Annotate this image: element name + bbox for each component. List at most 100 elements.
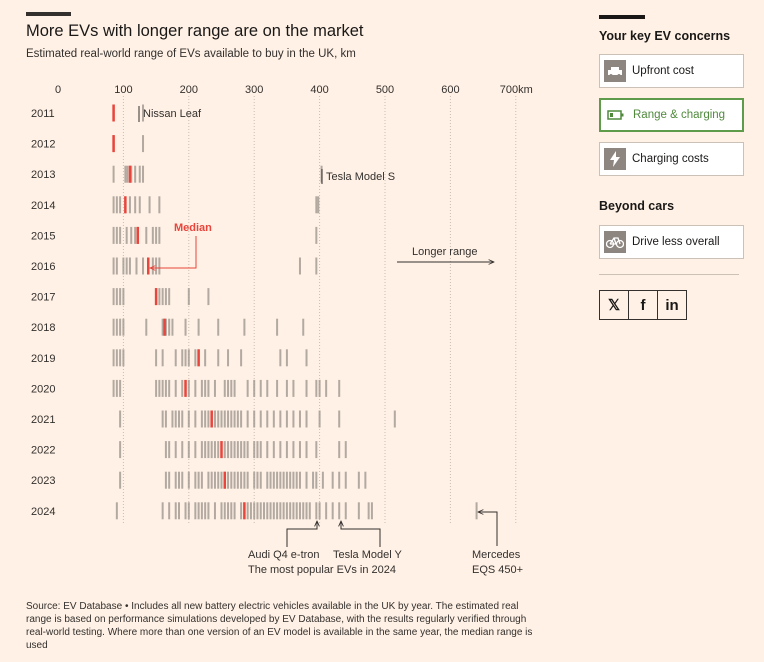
ev-range-mark (187, 288, 190, 306)
ev-range-mark (266, 379, 269, 397)
ev-range-mark (142, 135, 145, 153)
range-strip-chart: 0 100 200 300 400 500 600 700km 2011 2012 2013 2014… (31, 84, 533, 576)
ev-range-mark (184, 318, 187, 336)
ev-range-mark (285, 410, 288, 428)
ev-range-mark (230, 410, 233, 428)
ev-range-mark (292, 410, 295, 428)
ev-range-mark (112, 288, 115, 306)
ev-range-mark (279, 471, 282, 489)
ev-range-mark (210, 441, 213, 459)
ev-range-mark (168, 502, 171, 520)
ev-range-mark (122, 349, 125, 367)
ev-range-mark (295, 471, 298, 489)
x-tick-label: 600 (441, 84, 459, 96)
ev-range-mark (276, 379, 279, 397)
ev-range-mark (168, 471, 171, 489)
ev-range-mark (292, 379, 295, 397)
ev-range-mark (174, 502, 177, 520)
ev-range-mark (338, 379, 341, 397)
ev-range-mark (187, 441, 190, 459)
top-rule (26, 12, 71, 16)
ev-range-mark (119, 471, 122, 489)
ev-range-mark (161, 379, 164, 397)
ev-range-mark (240, 441, 243, 459)
ev-range-mark (174, 441, 177, 459)
drive-less-button[interactable]: Drive less overall (599, 225, 744, 259)
ev-range-mark (253, 379, 256, 397)
year-label: 2018 (31, 322, 55, 334)
lightning-icon (604, 148, 626, 170)
ev-range-mark (197, 471, 200, 489)
ev-range-mark (194, 502, 197, 520)
ev-range-mark (259, 410, 262, 428)
facebook-share-button[interactable]: f (628, 290, 658, 320)
ev-range-mark (168, 318, 171, 336)
ev-range-mark (187, 379, 190, 397)
ev-range-mark (207, 288, 210, 306)
ev-range-mark (475, 502, 478, 520)
ev-range-mark (187, 471, 190, 489)
ev-range-mark (151, 226, 154, 244)
ev-range-mark (124, 165, 127, 183)
median-arrow (150, 236, 197, 268)
ev-range-mark (298, 441, 301, 459)
x-tick-label: 700km (500, 84, 533, 96)
beyond-cars-heading: Beyond cars (599, 199, 675, 213)
ev-range-mark (298, 471, 301, 489)
ev-range-mark (312, 471, 315, 489)
ev-range-mark (155, 349, 158, 367)
ev-range-mark (253, 441, 256, 459)
charging-costs-button[interactable]: Charging costs (599, 142, 744, 176)
ev-range-mark (357, 502, 360, 520)
mercedes-label-line2: EQS 450+ (472, 564, 523, 576)
ev-range-mark (158, 379, 161, 397)
ev-range-mark (119, 349, 122, 367)
range-charging-button[interactable]: Range & charging (599, 98, 744, 132)
ev-range-mark (168, 379, 171, 397)
ev-range-mark (174, 471, 177, 489)
year-label: 2016 (31, 261, 55, 273)
ev-range-mark (285, 349, 288, 367)
ev-range-mark (161, 318, 164, 336)
ev-range-mark (318, 379, 321, 397)
ev-range-mark (115, 196, 118, 214)
year-label: 2020 (31, 383, 55, 395)
upfront-cost-button[interactable]: Upfront cost (599, 54, 744, 88)
ev-range-mark (200, 410, 203, 428)
ev-range-mark (269, 502, 272, 520)
x-share-button[interactable]: 𝕏 (599, 290, 629, 320)
ev-range-mark (197, 502, 200, 520)
median-mark (112, 135, 115, 153)
ev-range-mark (207, 502, 210, 520)
ev-range-mark (344, 441, 347, 459)
ev-range-mark (298, 257, 301, 275)
ev-range-mark (292, 441, 295, 459)
ev-range-mark (246, 502, 249, 520)
ev-range-mark (259, 441, 262, 459)
range-charging-label: Range & charging (633, 109, 726, 121)
mercedes-pointer (478, 512, 498, 546)
ev-range-mark (213, 410, 216, 428)
ev-range-mark (240, 471, 243, 489)
ev-range-mark (130, 226, 133, 244)
ev-range-mark (112, 349, 115, 367)
ev-range-mark (325, 502, 328, 520)
ev-range-mark (285, 441, 288, 459)
chart-title: More EVs with longer range are on the ma… (26, 22, 364, 40)
ev-range-mark (122, 257, 125, 275)
ev-range-mark (194, 379, 197, 397)
ev-range-mark (318, 410, 321, 428)
ev-range-mark (112, 318, 115, 336)
ev-range-mark (194, 349, 197, 367)
x-tick-label: 400 (310, 84, 328, 96)
ev-range-mark (112, 196, 115, 214)
linkedin-share-button[interactable]: in (657, 290, 687, 320)
facebook-icon: f (640, 296, 646, 314)
ev-range-mark (305, 471, 308, 489)
ev-range-mark (213, 379, 216, 397)
ev-range-mark (236, 410, 239, 428)
ev-range-mark (233, 379, 236, 397)
ev-range-mark (282, 502, 285, 520)
ev-range-mark (168, 288, 171, 306)
audi-label: Audi Q4 e-tron (248, 549, 320, 561)
